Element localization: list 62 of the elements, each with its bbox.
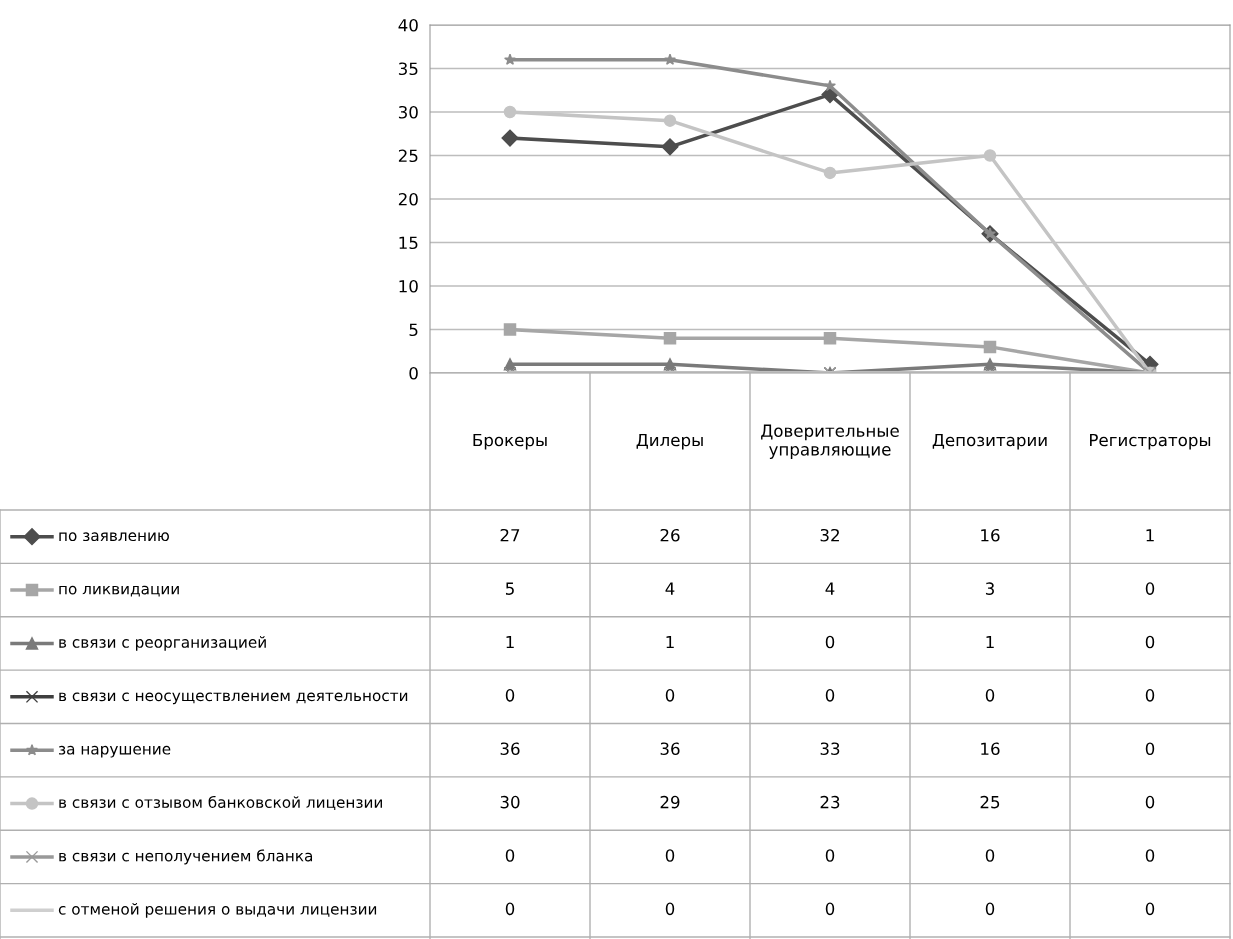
y-tick-label: 10 xyxy=(399,279,418,293)
data-label: 0 xyxy=(1145,795,1155,809)
data-label: 0 xyxy=(505,689,515,702)
data-label: 0 xyxy=(985,849,995,862)
legend-label: по ликвидации xyxy=(59,585,179,597)
y-tick-label: 0 xyxy=(409,366,418,380)
data-label: 0 xyxy=(665,902,675,916)
y-tick-label: 20 xyxy=(398,192,418,206)
x-tick-label: Дилеры xyxy=(636,433,703,450)
data-label: 4 xyxy=(665,582,675,595)
data-label: 0 xyxy=(825,849,835,862)
y-tick-label: 15 xyxy=(399,236,418,250)
data-label: 0 xyxy=(1145,742,1155,756)
data-label: 4 xyxy=(825,582,835,595)
y-tick-label: 30 xyxy=(398,105,418,119)
legend-label: по заявлению xyxy=(59,532,169,542)
data-label: 0 xyxy=(985,902,995,916)
data-label: 33 xyxy=(820,742,840,756)
legend-label: за нарушение xyxy=(58,745,171,758)
legend-label: в связи с неполучением бланка xyxy=(59,849,313,865)
data-label: 0 xyxy=(1145,635,1155,649)
data-label: 0 xyxy=(985,689,995,702)
data-label: 0 xyxy=(825,902,835,916)
data-label: 0 xyxy=(505,902,515,916)
data-label: 0 xyxy=(1145,849,1155,862)
data-label: 5 xyxy=(505,582,514,595)
y-tick-label: 5 xyxy=(409,323,418,337)
data-label: 1 xyxy=(1146,529,1154,542)
y-tick-label: 40 xyxy=(398,18,418,32)
y-tick-label: 25 xyxy=(398,149,418,163)
y-tick-label: 35 xyxy=(398,62,418,76)
data-label: 0 xyxy=(1145,582,1155,595)
data-label: 23 xyxy=(820,795,840,809)
data-label: 30 xyxy=(500,795,520,809)
data-label: 27 xyxy=(500,528,520,542)
data-label: 29 xyxy=(660,795,680,809)
legend-label: в связи с реорганизацией xyxy=(59,636,266,651)
data-label: 0 xyxy=(825,689,835,702)
data-label: 0 xyxy=(825,635,835,649)
data-label: 36 xyxy=(500,742,520,756)
data-label: 0 xyxy=(1145,902,1155,916)
x-tick-label: Регистраторы xyxy=(1090,433,1211,450)
data-label: 1 xyxy=(986,635,994,649)
data-label: 0 xyxy=(1145,689,1155,702)
data-label: 0 xyxy=(505,849,515,862)
data-label: 16 xyxy=(981,742,1000,756)
data-label: 3 xyxy=(985,582,994,595)
data-label: 1 xyxy=(506,635,514,649)
x-tick-label: Брокеры xyxy=(473,433,547,450)
data-label: 26 xyxy=(660,528,680,542)
data-label: 16 xyxy=(981,528,1000,542)
legend-label: с отменой решения о выдачи лицензии xyxy=(58,902,377,918)
legend-label: в связи с неосуществлением деятельности xyxy=(59,692,408,705)
x-tick-label: Доверительные управляющие xyxy=(761,424,899,459)
data-label: 36 xyxy=(660,742,680,756)
legend-label: в связи с отзывом банковской лицензии xyxy=(59,795,382,810)
data-label: 0 xyxy=(665,849,675,862)
data-label: 25 xyxy=(980,795,1000,809)
data-label: 32 xyxy=(820,528,839,542)
data-label: 0 xyxy=(665,689,675,702)
x-tick-label: Депозитарии xyxy=(932,433,1047,450)
data-label: 1 xyxy=(666,635,674,649)
